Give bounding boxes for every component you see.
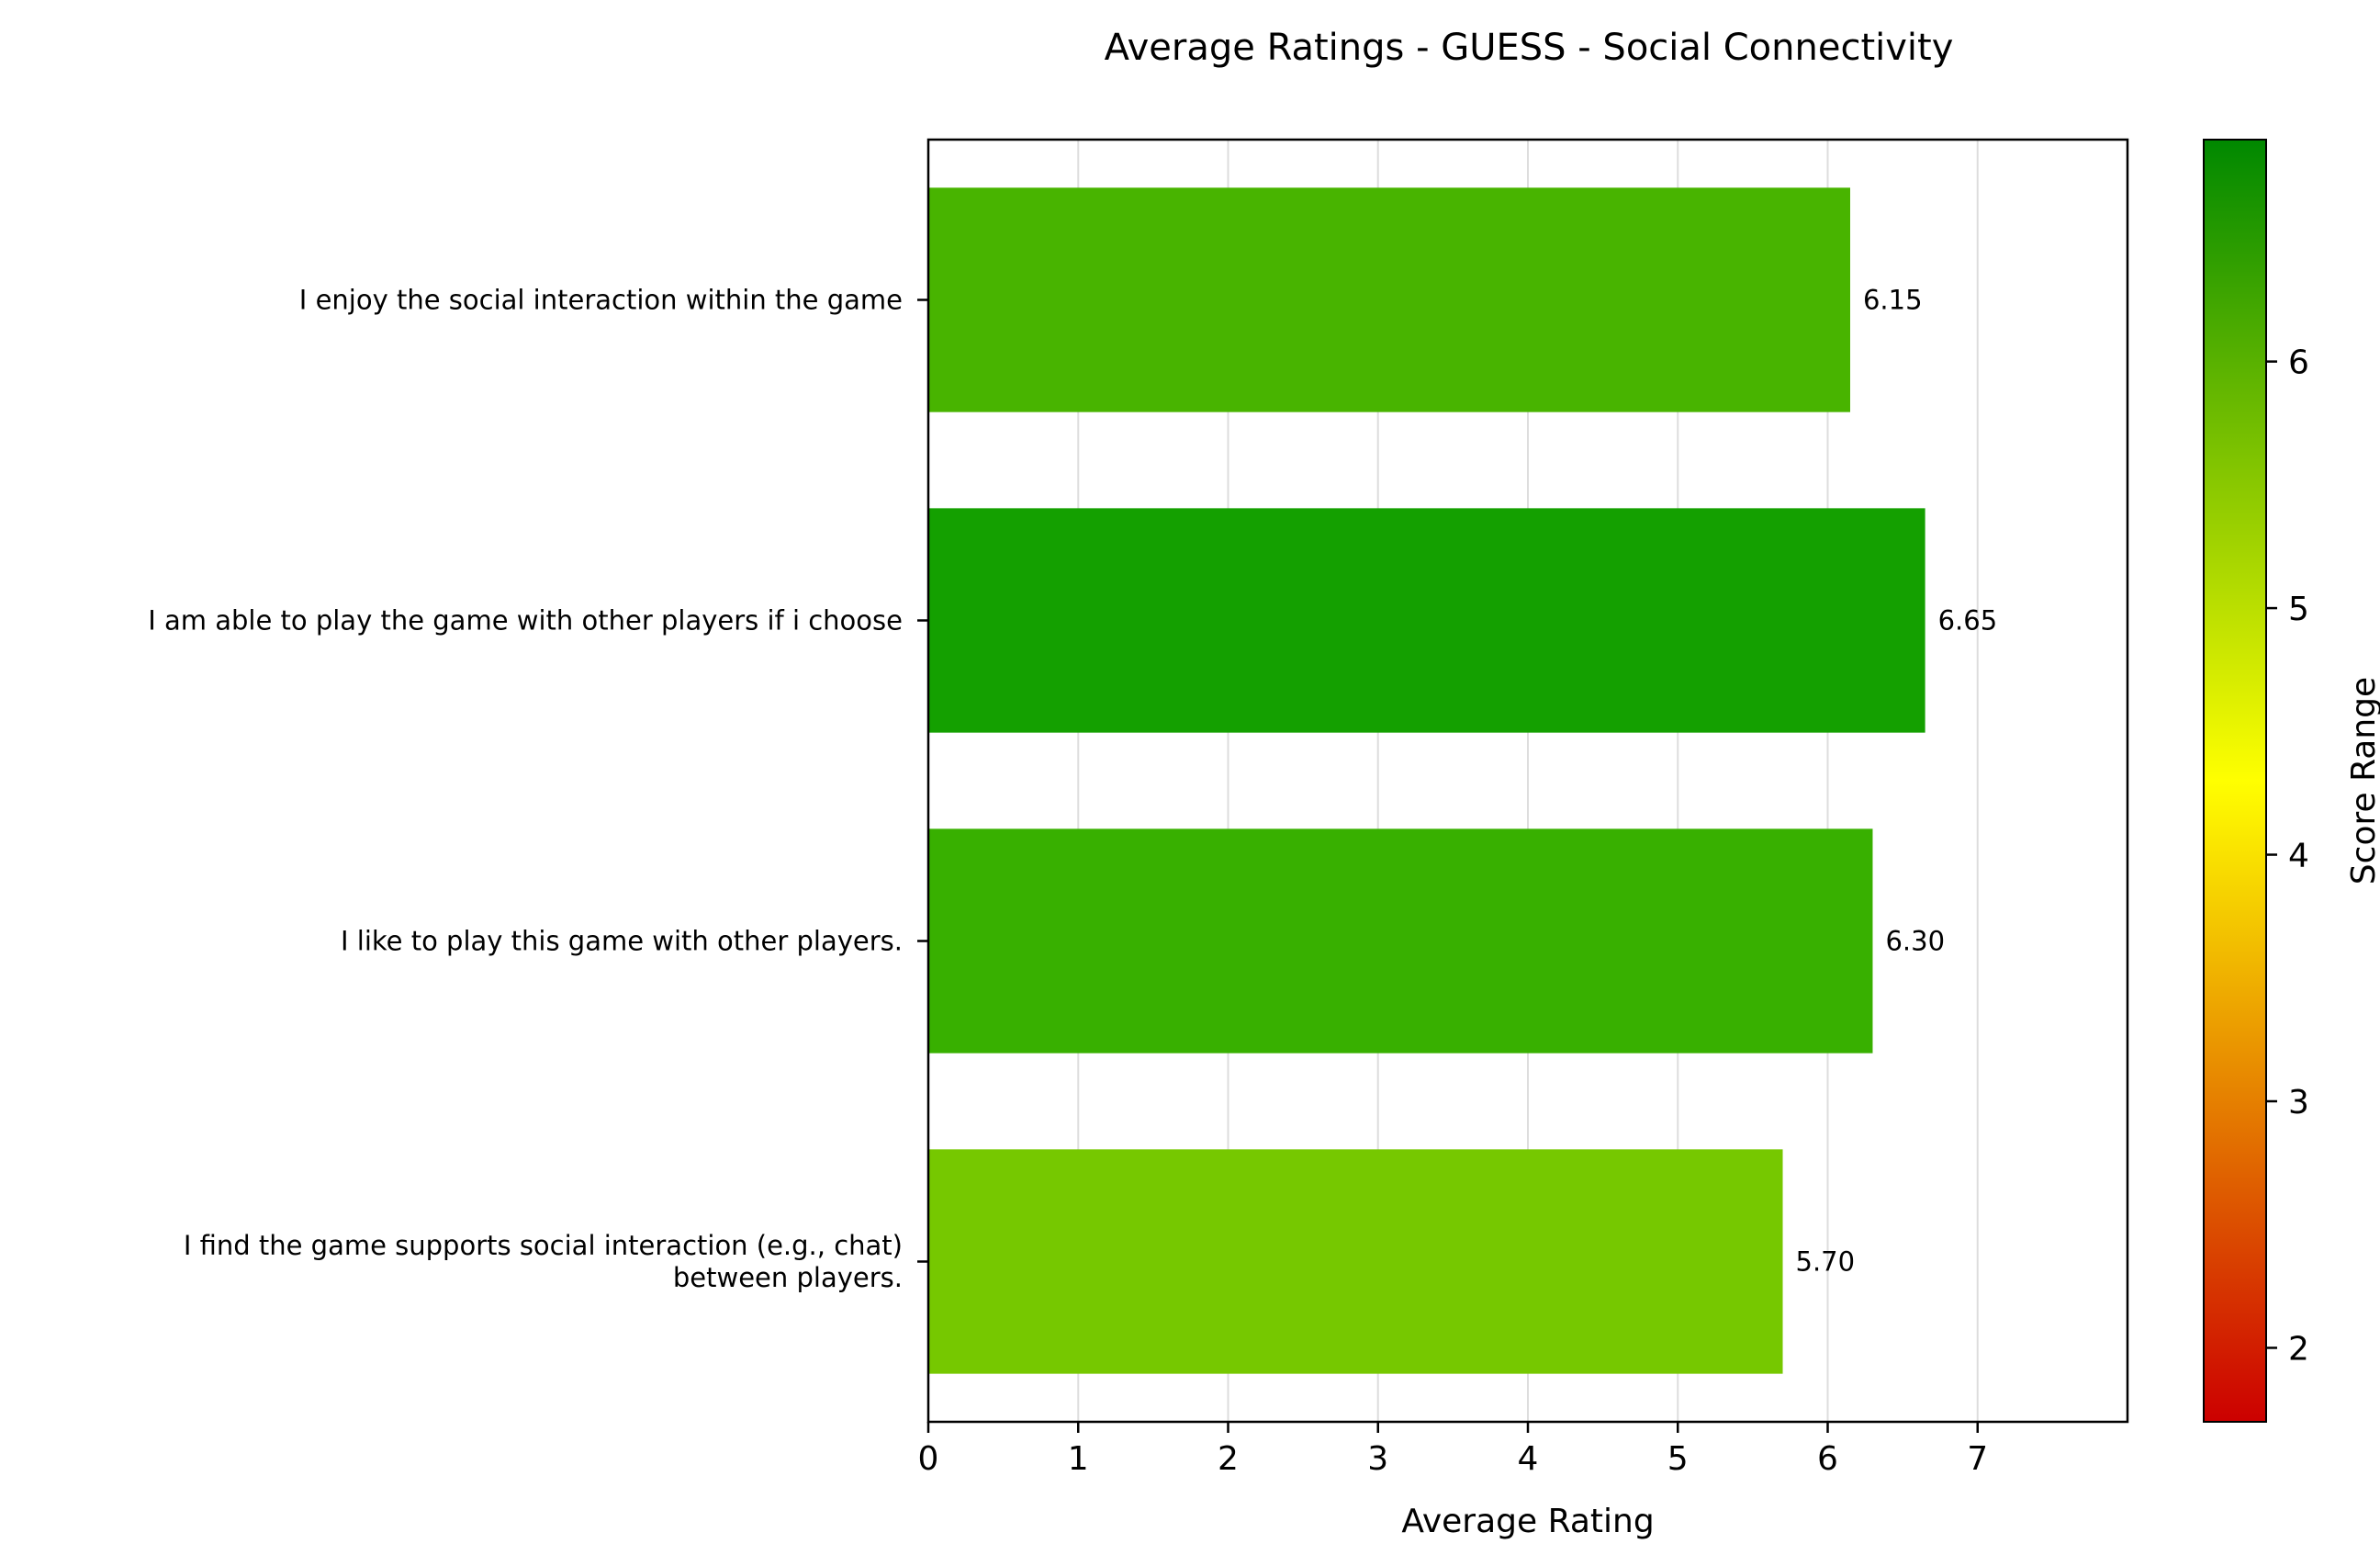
x-tick-label: 3	[1367, 1440, 1388, 1478]
x-tick-label: 1	[1068, 1440, 1089, 1478]
y-tick-label: I enjoy the social interaction within th…	[299, 285, 903, 316]
colorbar-tick-label: 6	[2288, 344, 2309, 382]
bars: 6.15 6.65 6.30 5.70	[928, 187, 1998, 1374]
y-tick-label: I find the game supports social interact…	[184, 1230, 903, 1293]
bar-value-label: 5.70	[1796, 1246, 1856, 1278]
chart-title: Average Ratings - GUESS - Social Connect…	[1105, 27, 1954, 69]
colorbar-tick-label: 5	[2288, 591, 2309, 628]
x-tick-label: 5	[1667, 1440, 1689, 1478]
colorbar-tick-label: 4	[2288, 838, 2309, 875]
colorbar	[2203, 139, 2267, 1423]
x-tick-label: 6	[1817, 1440, 1838, 1478]
bar-value-label: 6.65	[1938, 605, 1998, 637]
x-tick-label: 2	[1218, 1440, 1239, 1478]
x-axis-ticks: 0 1 2 3 4 5 6 7	[918, 1422, 1988, 1478]
y-tick-label: I like to play this game with other play…	[341, 926, 903, 957]
colorbar-label: Score Range	[2345, 677, 2380, 885]
x-tick-label: 0	[918, 1440, 939, 1478]
bar	[928, 1149, 1783, 1374]
bar	[928, 828, 1873, 1054]
bar	[928, 508, 1925, 733]
bar	[928, 187, 1850, 412]
x-tick-label: 7	[1967, 1440, 1988, 1478]
bar-value-label: 6.15	[1863, 285, 1923, 316]
colorbar-tick-label: 2	[2288, 1330, 2309, 1368]
bar-value-label: 6.30	[1885, 926, 1945, 957]
colorbar-ticks: 2 3 4 5 6	[2266, 344, 2309, 1368]
colorbar-tick-label: 3	[2288, 1084, 2309, 1121]
y-tick-label: I am able to play the game with other pl…	[148, 605, 903, 637]
x-tick-label: 4	[1518, 1440, 1539, 1478]
y-axis-ticks: I enjoy the social interaction within th…	[148, 285, 928, 1293]
x-axis-label: Average Rating	[1401, 1503, 1654, 1540]
